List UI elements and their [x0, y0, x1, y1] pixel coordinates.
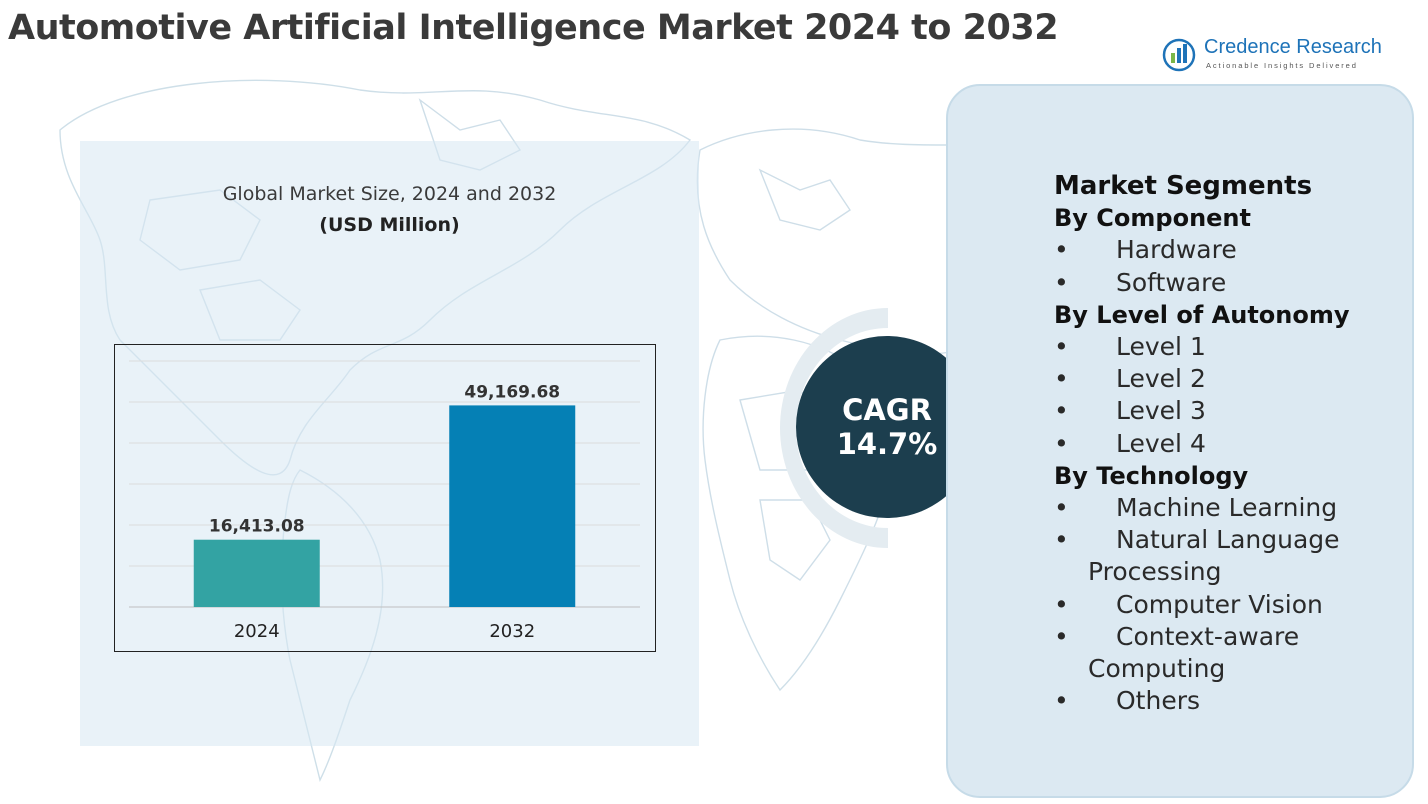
data-label-2032: 49,169.68 — [464, 382, 560, 402]
bullet-icon: • — [1054, 589, 1069, 619]
bullet-icon: • — [1054, 686, 1069, 716]
logo-tagline: Actionable Insights Delivered — [1206, 61, 1358, 70]
segment-item-label: Level 1 — [1116, 332, 1206, 362]
bullet-icon: • — [1054, 235, 1069, 265]
segment-group-title: By Level of Autonomy — [1054, 300, 1350, 329]
data-label-2024: 16,413.08 — [209, 517, 305, 537]
page-title: Automotive Artificial Intelligence Marke… — [8, 8, 1059, 48]
logo-name: Credence Research — [1204, 36, 1382, 58]
segment-item-label: Machine Learning — [1116, 493, 1338, 523]
segment-item: • Context-aware Computing — [1054, 621, 1414, 685]
segment-item-label: Level 3 — [1116, 396, 1206, 426]
bar-2032 — [449, 405, 576, 607]
bullet-icon: • — [1054, 493, 1069, 523]
cagr-value: 14.7% — [836, 427, 938, 461]
bullet-icon: • — [1054, 332, 1069, 362]
bar-chart-logo-icon — [1162, 38, 1196, 72]
cagr-ring-decoration — [780, 308, 888, 548]
bar-2024 — [193, 539, 320, 607]
segment-item: • Software — [1054, 267, 1414, 299]
segment-group-title: By Technology — [1054, 461, 1249, 490]
chart-title: Global Market Size, 2024 and 2032 — [222, 183, 557, 205]
bar-chart: 16,413.08 2024 49,169.68 2032 — [114, 344, 656, 652]
bullet-icon: • — [1054, 428, 1069, 458]
credence-research-logo: Credence Research Actionable Insights De… — [1162, 36, 1398, 76]
bullet-icon: • — [1054, 621, 1069, 651]
segment-item-label-continued: Processing — [1088, 557, 1222, 587]
segment-group-title: By Component — [1054, 204, 1251, 233]
x-tick-label-2024: 2024 — [234, 621, 280, 642]
x-tick-label-2032: 2032 — [489, 621, 535, 642]
chart-subtitle: (USD Million) — [319, 214, 460, 236]
bullet-icon: • — [1054, 267, 1069, 297]
bullet-icon: • — [1054, 396, 1069, 426]
segments-heading: Market Segments — [1054, 171, 1313, 201]
segment-item-label: Software — [1116, 267, 1227, 297]
segment-item-label: Context-aware — [1116, 621, 1300, 651]
bullet-icon: • — [1054, 364, 1069, 394]
market-segments-list: Market Segments By Component • Hardware •… — [1054, 170, 1414, 717]
segment-item-label: Level 2 — [1116, 364, 1206, 394]
segment-item: • Computer Vision — [1054, 589, 1414, 621]
segment-item: • Natural Language Processing — [1054, 524, 1414, 588]
segment-item: • Level 4 — [1054, 428, 1414, 460]
segment-item-label: Level 4 — [1116, 428, 1206, 458]
segment-item: • Others — [1054, 685, 1414, 717]
cagr-label: CAGR — [842, 393, 932, 427]
segment-item-label-continued: Computing — [1088, 654, 1226, 684]
segment-item: • Machine Learning — [1054, 492, 1414, 524]
segment-item-label: Natural Language — [1116, 525, 1340, 555]
segment-item: • Level 3 — [1054, 395, 1414, 427]
market-segments-panel — [946, 84, 1414, 798]
bullet-icon: • — [1054, 525, 1069, 555]
segment-item-label: Computer Vision — [1116, 589, 1323, 619]
segment-item: • Hardware — [1054, 234, 1414, 266]
bar-chart-plot: 16,413.08 2024 49,169.68 2032 — [129, 360, 640, 642]
segment-item-label: Hardware — [1116, 235, 1237, 265]
segment-item-label: Others — [1116, 686, 1201, 716]
segment-item: • Level 1 — [1054, 331, 1414, 363]
segment-item: • Level 2 — [1054, 363, 1414, 395]
